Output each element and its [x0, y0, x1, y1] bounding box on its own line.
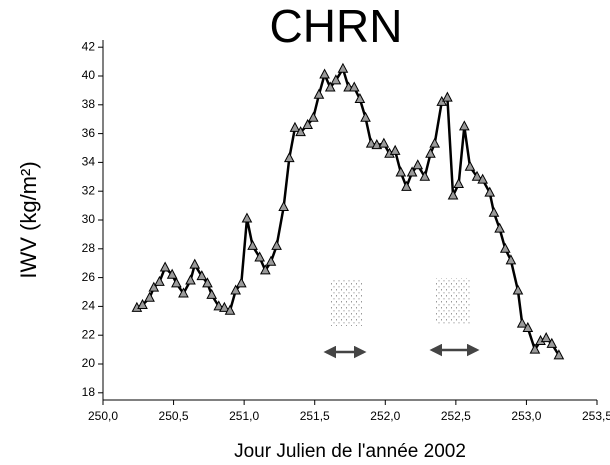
data-point: [464, 160, 476, 171]
data-point: [412, 159, 424, 170]
data-point: [206, 288, 218, 299]
data-point: [144, 291, 155, 302]
data-point: [224, 304, 236, 315]
y-tick-label: 40: [82, 68, 96, 82]
data-point: [354, 92, 366, 104]
x-tick-label: 253,5: [582, 409, 610, 423]
x-tick-label: 252,0: [370, 409, 400, 423]
y-tick-label: 38: [82, 97, 96, 111]
data-point: [313, 88, 325, 99]
data-point: [429, 137, 441, 148]
stippled-patch: [435, 278, 470, 325]
x-axis-label: Jour Julien de l'année 2002: [234, 441, 466, 462]
data-point: [477, 173, 489, 184]
data-point: [348, 81, 360, 92]
x-tick-label: 252,5: [441, 409, 471, 423]
data-point: [171, 277, 182, 288]
data-point: [283, 152, 295, 163]
data-point: [371, 139, 383, 150]
data-point: [154, 275, 165, 286]
data-point: [324, 81, 336, 92]
y-tick-label: 28: [82, 241, 96, 255]
data-point: [471, 170, 483, 181]
y-tick-label: 36: [82, 126, 96, 140]
data-point: [365, 137, 377, 148]
data-point: [453, 177, 465, 188]
y-tick-label: 26: [82, 270, 96, 284]
data-point: [289, 121, 301, 132]
y-tick-label: 42: [82, 39, 96, 53]
data-point: [159, 261, 171, 272]
data-point: [522, 321, 534, 332]
y-tick-label: 34: [82, 155, 96, 169]
data-point: [302, 118, 313, 129]
data-point: [488, 206, 500, 217]
data-point: [425, 147, 436, 158]
data-point: [458, 120, 470, 131]
x-tick-label: 251,0: [229, 409, 259, 423]
data-point: [230, 284, 242, 295]
y-tick-label: 20: [82, 356, 96, 370]
data-point: [271, 239, 282, 250]
x-tick-label: 250,5: [159, 409, 189, 423]
data-point: [137, 298, 148, 309]
x-tick-label: 250,0: [88, 409, 118, 423]
data-point: [516, 317, 528, 328]
data-point: [395, 166, 407, 177]
data-point: [319, 68, 330, 79]
data-point: [499, 242, 511, 253]
data-point: [494, 222, 505, 233]
data-point: [265, 255, 277, 266]
data-point: [529, 343, 541, 354]
data-point: [247, 239, 258, 250]
data-point: [185, 274, 196, 285]
data-point: [406, 166, 418, 177]
y-axis-label: IWV (kg/m²): [16, 161, 41, 278]
data-point: [447, 189, 459, 200]
data-point: [442, 91, 453, 102]
data-point: [259, 264, 271, 275]
x-tick-label: 251,5: [300, 409, 330, 423]
data-point: [546, 337, 558, 348]
data-point: [278, 200, 289, 212]
y-tick-label: 18: [82, 385, 96, 399]
data-point: [241, 212, 253, 223]
data-point: [360, 111, 371, 122]
y-tick-label: 22: [82, 327, 96, 341]
data-point: [196, 270, 208, 281]
data-point: [540, 332, 552, 343]
data-point: [213, 300, 225, 311]
data-point: [512, 284, 524, 295]
data-point: [553, 349, 565, 360]
y-tick-label: 24: [82, 299, 96, 313]
data-point: [148, 281, 160, 292]
data-point: [235, 277, 247, 288]
stippled-patch: [330, 280, 363, 326]
data-point: [202, 277, 213, 288]
data-point: [484, 186, 496, 197]
data-point: [178, 287, 189, 298]
data-point: [295, 126, 306, 137]
data-point: [189, 258, 201, 269]
data-point: [505, 254, 517, 265]
data-point: [389, 144, 401, 155]
data-point: [254, 251, 265, 262]
data-point: [219, 301, 230, 312]
y-tick-label: 30: [82, 212, 96, 226]
data-point: [337, 62, 349, 73]
data-point: [166, 268, 178, 279]
data-point: [419, 170, 431, 181]
data-point: [330, 74, 342, 85]
x-tick-label: 253,0: [511, 409, 541, 423]
chart-title: CHRN: [270, 0, 403, 52]
data-point: [401, 180, 412, 191]
y-tick-label: 32: [82, 183, 96, 197]
data-point: [307, 111, 319, 122]
data-point: [378, 137, 390, 148]
